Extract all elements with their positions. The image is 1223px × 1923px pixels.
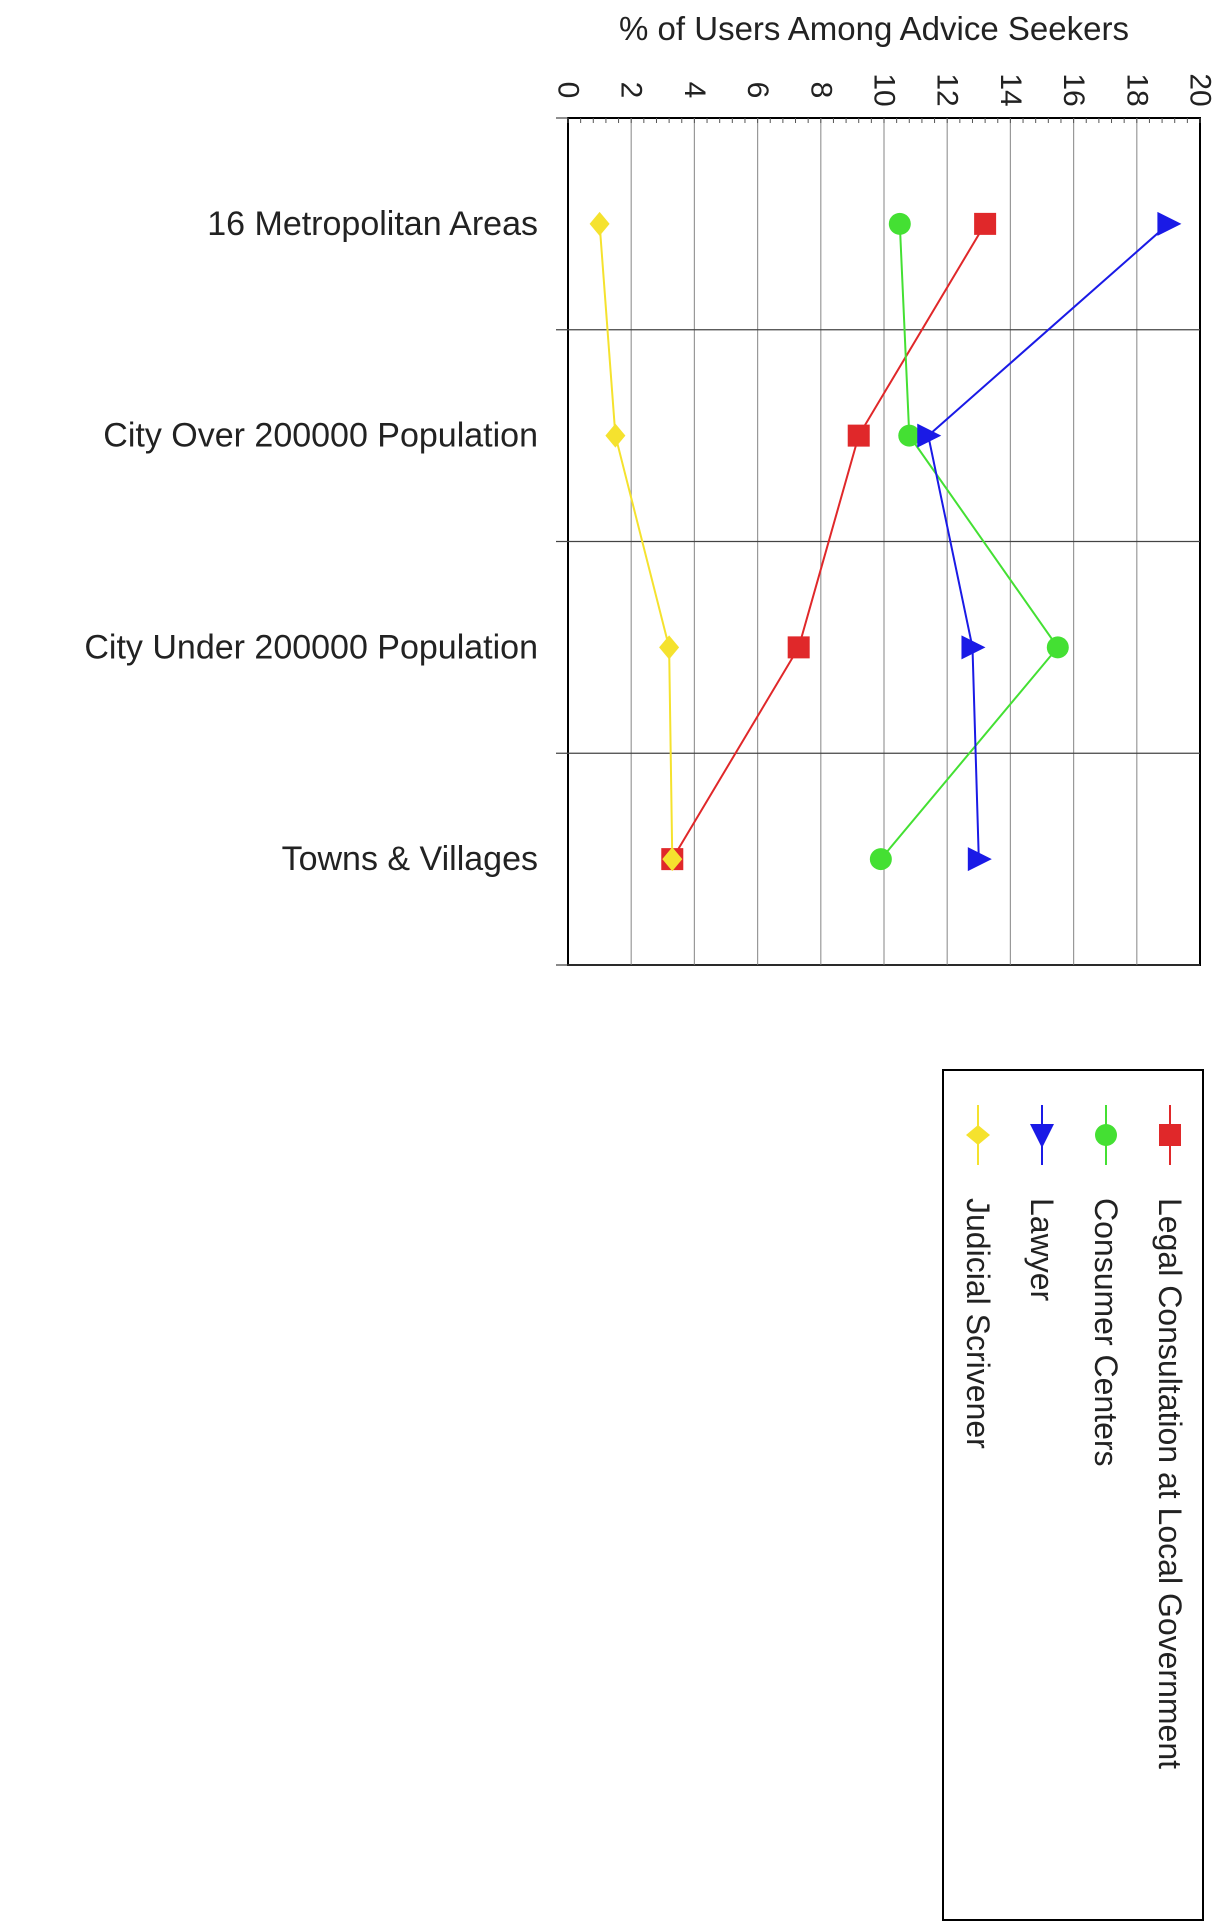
x-axis-label: % of Users Among Advice Seekers: [619, 10, 1129, 47]
data-point-circle: [888, 212, 911, 235]
legend-item: Judicial Scrivener: [960, 1105, 996, 1449]
data-point-triangle: [1157, 211, 1182, 236]
data-point-diamond: [662, 847, 683, 872]
legend-marker: [1030, 1124, 1054, 1148]
legend-label: Lawyer: [1024, 1198, 1060, 1302]
category-label: Towns & Villages: [282, 840, 538, 878]
grid-lines: [556, 117, 1201, 966]
category-label: City Over 200000 Population: [103, 417, 538, 455]
legend-marker: [1095, 1124, 1117, 1146]
legend-box: [942, 1069, 1204, 1921]
series-line: [598, 223, 674, 860]
data-point-triangle: [967, 847, 992, 872]
series-line: [880, 223, 1060, 860]
data-point-square: [847, 424, 870, 447]
category-label: City Under 200000 Population: [84, 628, 538, 666]
series-line: [671, 223, 986, 860]
series-1: [661, 212, 997, 871]
x-tick-labels: 0 2 4 6 8 10 12 14 16 18 20: [552, 73, 1217, 106]
data-point-diamond: [659, 635, 680, 660]
legend-label: Legal Consultation at Local Government: [1152, 1198, 1188, 1769]
legend-label: Judicial Scrivener: [960, 1198, 996, 1449]
x-tick-label: 8: [804, 82, 837, 99]
data-point-square: [787, 636, 810, 659]
x-tick-label: 6: [741, 82, 774, 99]
data-point-diamond: [589, 211, 610, 236]
data-point-circle: [1046, 636, 1069, 659]
legend-marker-circle: [1095, 1124, 1117, 1146]
data-point-square: [974, 212, 997, 235]
data-point-triangle: [917, 423, 942, 448]
legend-marker-diamond: [966, 1125, 990, 1145]
legend: Legal Consultation at Local Government Co…: [942, 1069, 1204, 1921]
legend-label: Consumer Centers: [1088, 1198, 1124, 1467]
series-group: [589, 211, 1182, 872]
x-tick-label: 10: [868, 73, 901, 106]
legend-marker: [966, 1125, 990, 1145]
category-label: 16 Metropolitan Areas: [207, 205, 538, 243]
category-labels: 16 Metropolitan Areas City Over 200000 Po…: [84, 205, 538, 878]
x-tick-label: 12: [931, 73, 964, 106]
x-tick-label: 20: [1184, 73, 1217, 106]
legend-marker: [1159, 1124, 1181, 1146]
legend-marker-square: [1159, 1124, 1181, 1146]
x-tick-label: 2: [615, 82, 648, 99]
series-3: [917, 211, 1182, 872]
x-tick-label: 16: [1057, 73, 1090, 106]
legend-item: Consumer Centers: [1088, 1105, 1124, 1467]
data-point-circle: [869, 848, 892, 871]
data-point-circle: [898, 424, 921, 447]
legend-item: Lawyer: [1024, 1105, 1060, 1302]
data-point-diamond: [605, 423, 626, 448]
legend-item: Legal Consultation at Local Government: [1152, 1105, 1188, 1769]
legend-marker-triangle: [1030, 1124, 1054, 1148]
x-tick-label: 4: [678, 82, 711, 99]
x-tick-label: 0: [552, 82, 585, 99]
x-tick-label: 18: [1120, 73, 1153, 106]
data-point-triangle: [961, 635, 986, 660]
series-line: [927, 223, 1170, 860]
x-tick-label: 14: [994, 73, 1027, 106]
series-2: [869, 212, 1069, 871]
series-4: [589, 211, 683, 872]
